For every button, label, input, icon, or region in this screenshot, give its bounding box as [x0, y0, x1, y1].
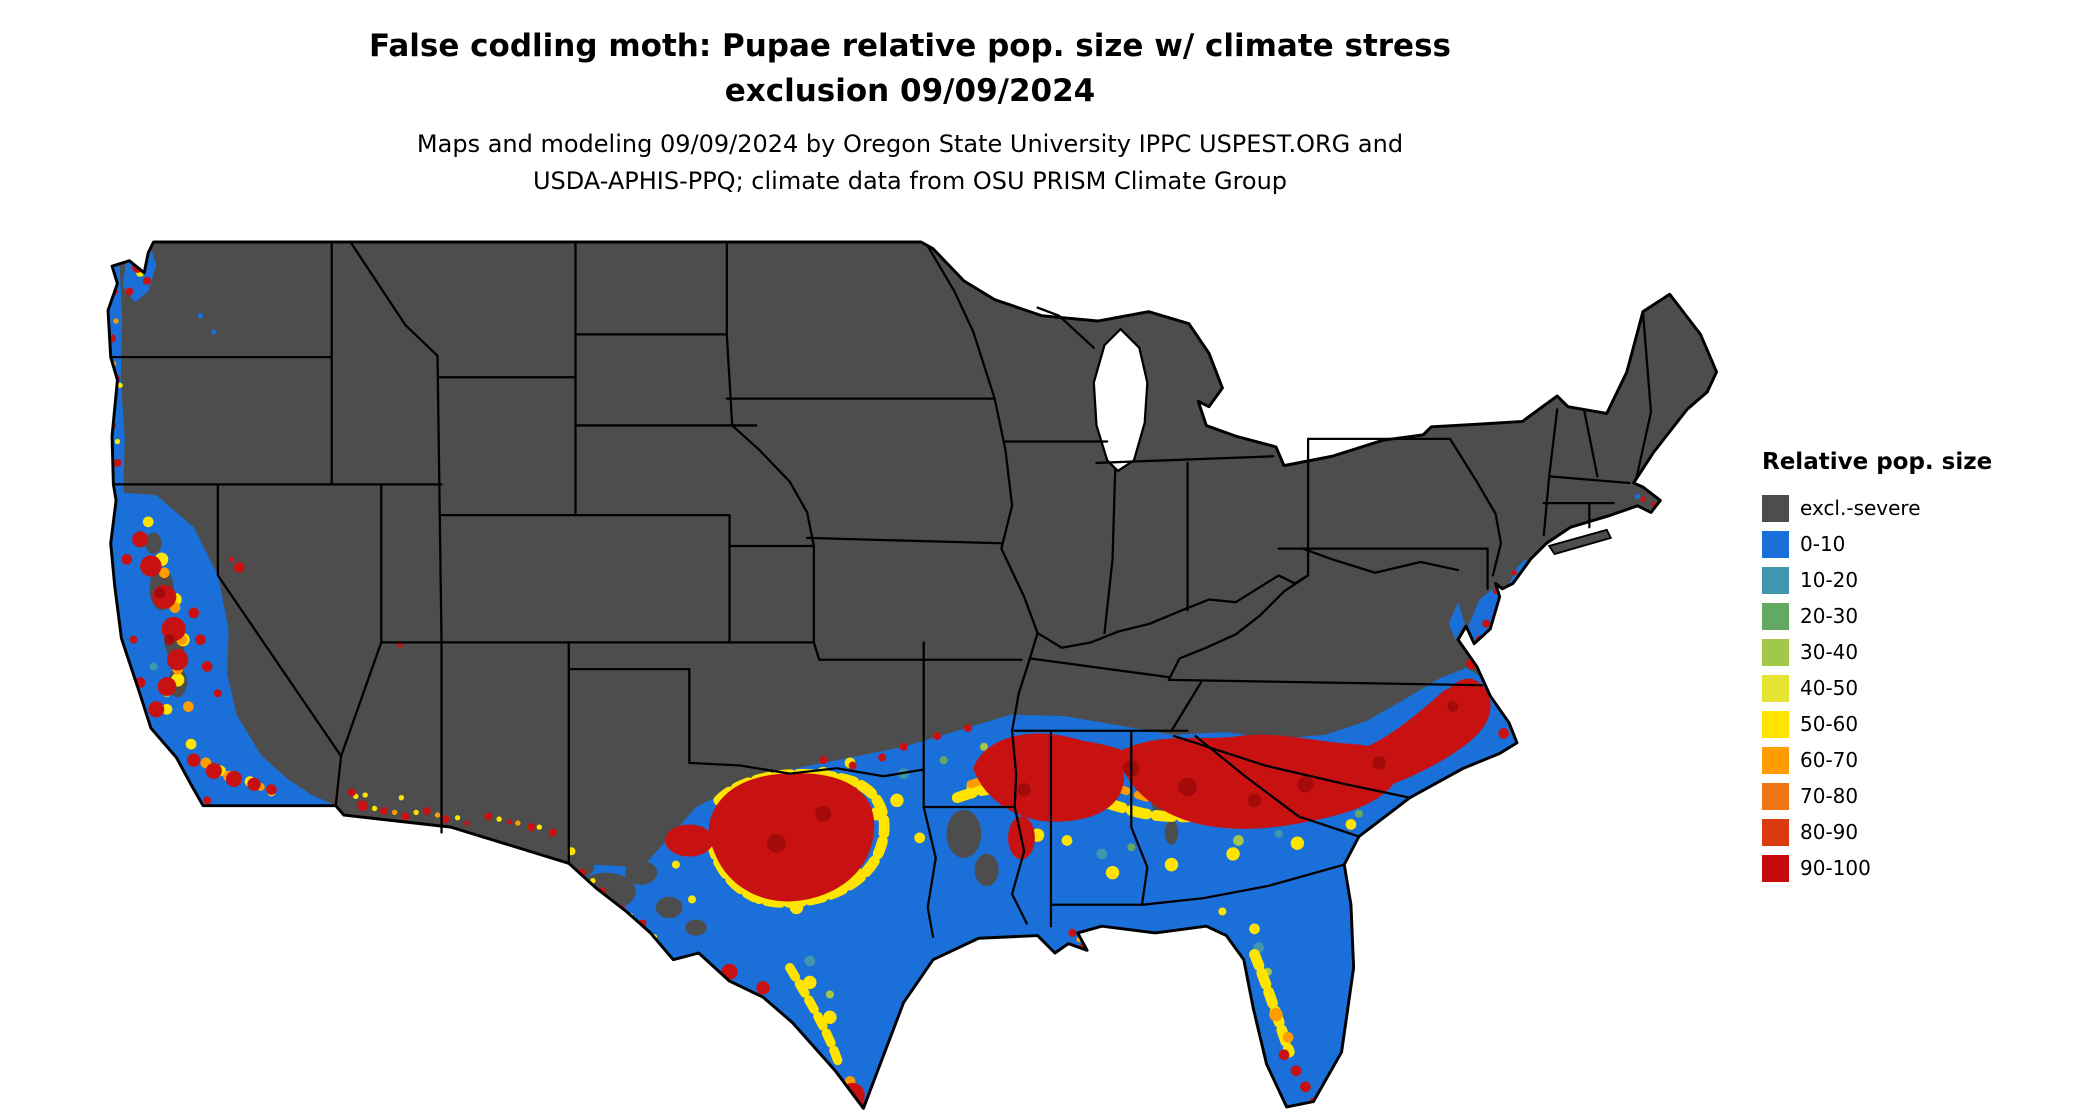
- legend-swatch-70-80: [1762, 783, 1789, 810]
- legend-label: 80-90: [1800, 820, 1859, 844]
- legend-label: 50-60: [1800, 712, 1859, 736]
- population-overlay: [108, 248, 1657, 1109]
- legend-row: 80-90: [1762, 819, 2092, 846]
- legend-row: 70-80: [1762, 783, 2092, 810]
- legend-label: excl.-severe: [1800, 496, 1921, 520]
- legend-swatch-90-100: [1762, 855, 1789, 882]
- legend-label: 20-30: [1800, 604, 1859, 628]
- legend-label: 30-40: [1800, 640, 1859, 664]
- map-figure: [100, 238, 1734, 1115]
- legend-entries: excl.-severe 0-10 10-20 20-30 30-40 40-5…: [1762, 495, 2092, 882]
- overlay-darkred-marks: [154, 587, 1459, 853]
- legend-row: 10-20: [1762, 567, 2092, 594]
- lake-michigan: [1092, 327, 1149, 473]
- legend-swatch-20-30: [1762, 603, 1789, 630]
- legend-row: 0-10: [1762, 531, 2092, 558]
- legend-swatch-60-70: [1762, 747, 1789, 774]
- legend-row: 30-40: [1762, 639, 2092, 666]
- legend-row: 90-100: [1762, 855, 2092, 882]
- map-title: False codling moth: Pupae relative pop. …: [0, 24, 1820, 114]
- legend-swatch-80-90: [1762, 819, 1789, 846]
- legend-row: 60-70: [1762, 747, 2092, 774]
- legend-row: 20-30: [1762, 603, 2092, 630]
- legend-title: Relative pop. size: [1762, 449, 1993, 475]
- legend-row: 50-60: [1762, 711, 2092, 738]
- legend-row: excl.-severe: [1762, 495, 2092, 522]
- legend-swatch-30-40: [1762, 639, 1789, 666]
- map-subtitle-line1: Maps and modeling 09/09/2024 by Oregon S…: [416, 130, 1404, 158]
- map-subtitle-line2: USDA-APHIS-PPQ; climate data from OSU PR…: [532, 167, 1288, 195]
- long-island: [1547, 528, 1613, 556]
- legend-label: 10-20: [1800, 568, 1859, 592]
- legend: Relative pop. size excl.-severe 0-10 10-…: [1762, 448, 2092, 891]
- legend-label: 90-100: [1800, 856, 1871, 880]
- legend-label: 0-10: [1800, 532, 1846, 556]
- legend-swatch-10-20: [1762, 567, 1789, 594]
- legend-swatch-40-50: [1762, 675, 1789, 702]
- legend-label: 60-70: [1800, 748, 1859, 772]
- us-map: [106, 240, 1719, 1110]
- legend-swatch-50-60: [1762, 711, 1789, 738]
- legend-swatch-0-10: [1762, 531, 1789, 558]
- overlay-green-dots: [939, 756, 1364, 852]
- state-borders: [109, 240, 1653, 939]
- legend-row: 40-50: [1762, 675, 2092, 702]
- legend-swatch-excl-severe: [1762, 495, 1789, 522]
- map-title-line1: False codling moth: Pupae relative pop. …: [369, 28, 1451, 64]
- map-subtitle: Maps and modeling 09/09/2024 by Oregon S…: [0, 126, 1820, 200]
- legend-label: 40-50: [1800, 676, 1859, 700]
- legend-label: 70-80: [1800, 784, 1859, 808]
- map-title-line2: exclusion 09/09/2024: [724, 73, 1096, 109]
